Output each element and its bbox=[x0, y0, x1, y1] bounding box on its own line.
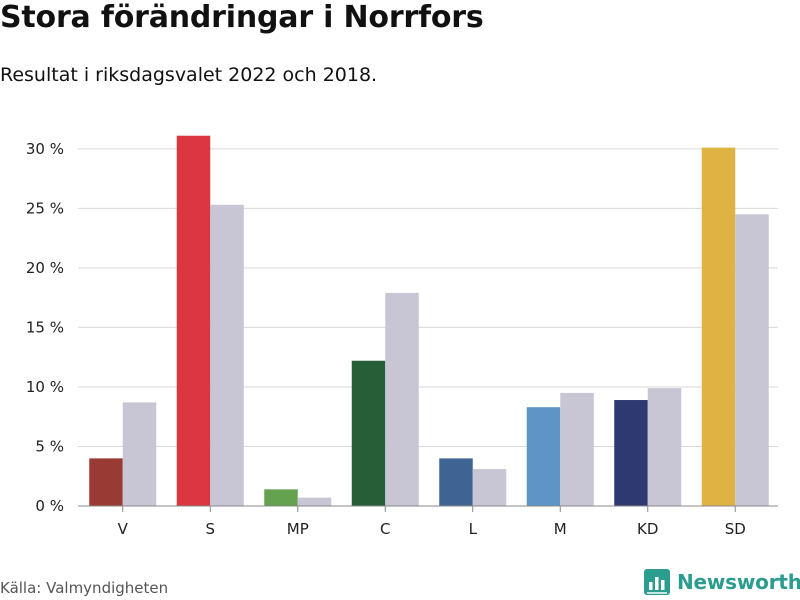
y-axis-ticks: 0 % 5 % 10 % 15 % 20 % 25 % 30 % bbox=[26, 140, 64, 515]
bar-kd-2018 bbox=[647, 388, 682, 506]
y-tick-label: 15 % bbox=[26, 318, 64, 336]
chart-title: Stora förändringar i Norrfors bbox=[0, 0, 484, 35]
bar-s-2018 bbox=[210, 204, 244, 506]
y-tick-label: 30 % bbox=[26, 140, 64, 158]
x-category-label: KD bbox=[637, 520, 658, 538]
y-tick-label: 5 % bbox=[35, 437, 64, 455]
bar-mp-2018 bbox=[297, 497, 332, 506]
x-category-label: C bbox=[380, 520, 390, 538]
newsworthy-logo-icon bbox=[644, 569, 670, 595]
bar-mp-2022 bbox=[264, 489, 298, 506]
bar-m-2018 bbox=[560, 392, 594, 506]
bars bbox=[89, 135, 769, 506]
x-axis-categories: V S MP C L M KD SD bbox=[118, 506, 746, 538]
bar-kd-2022 bbox=[614, 400, 648, 506]
chart-subtitle: Resultat i riksdagsvalet 2022 och 2018. bbox=[0, 64, 378, 86]
x-category-label: V bbox=[118, 520, 129, 538]
bar-m-2022 bbox=[526, 407, 561, 506]
y-tick-label: 10 % bbox=[26, 378, 64, 396]
x-category-label: S bbox=[205, 520, 215, 538]
bar-sd-2018 bbox=[735, 214, 769, 506]
y-tick-label: 0 % bbox=[35, 497, 64, 515]
bar-l-2022 bbox=[439, 458, 473, 506]
bar-c-2022 bbox=[351, 360, 386, 506]
y-tick-label: 25 % bbox=[26, 199, 64, 217]
x-category-label: MP bbox=[287, 520, 309, 538]
source-note: Källa: Valmyndigheten bbox=[0, 579, 169, 597]
bar-s-2022 bbox=[176, 135, 211, 506]
x-category-label: SD bbox=[725, 520, 746, 538]
bar-c-2018 bbox=[385, 292, 419, 506]
x-category-label: M bbox=[554, 520, 567, 538]
x-category-label: L bbox=[469, 520, 478, 538]
bar-sd-2022 bbox=[701, 147, 736, 506]
bar-l-2018 bbox=[472, 469, 507, 506]
brand-name: Newsworthy bbox=[677, 570, 800, 594]
bar-v-2022 bbox=[89, 458, 123, 506]
bar-v-2018 bbox=[122, 402, 157, 506]
newsworthy-brand[interactable]: Newsworthy bbox=[644, 567, 800, 597]
y-tick-label: 20 % bbox=[26, 259, 64, 277]
